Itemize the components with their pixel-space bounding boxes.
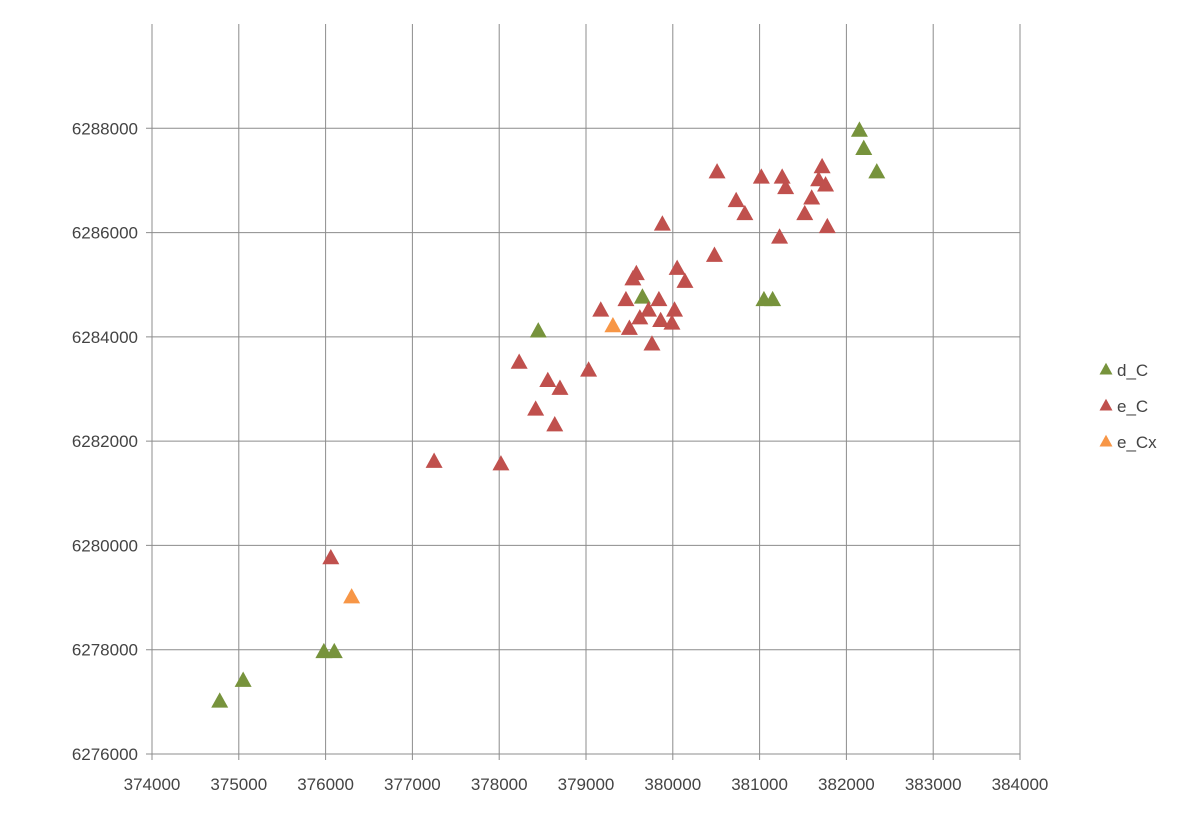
data-point	[855, 139, 873, 155]
data-point	[777, 178, 795, 195]
data-point	[325, 642, 343, 659]
x-tick-label: 378000	[471, 775, 528, 794]
data-point	[868, 163, 886, 179]
data-point	[663, 314, 681, 330]
legend-item: e_Cx	[1099, 433, 1157, 452]
data-point	[592, 301, 610, 317]
data-point	[617, 290, 635, 307]
data-point	[652, 311, 670, 328]
data-point	[752, 168, 770, 184]
y-tick-label: 6280000	[72, 536, 138, 555]
x-tick-label: 382000	[818, 775, 875, 794]
data-point	[604, 316, 622, 333]
data-point	[492, 455, 510, 471]
legend-item: e_C	[1099, 397, 1148, 416]
series-e-cx	[343, 316, 622, 604]
data-point	[705, 246, 723, 262]
data-point	[546, 416, 564, 432]
data-points	[211, 121, 886, 708]
data-point	[425, 452, 443, 468]
data-point	[633, 288, 651, 304]
y-tick-label: 6278000	[72, 641, 138, 660]
y-tick-label: 6282000	[72, 432, 138, 451]
legend-marker	[1099, 362, 1113, 375]
data-point	[551, 379, 569, 395]
data-point	[708, 163, 726, 179]
data-point	[796, 204, 814, 221]
data-point	[343, 588, 361, 604]
series-e-c	[322, 157, 836, 565]
y-tick-label: 6288000	[72, 119, 138, 138]
legend-marker	[1099, 398, 1113, 411]
data-point	[736, 204, 754, 221]
data-point	[727, 191, 745, 208]
data-point	[653, 215, 671, 231]
y-axis-tick-labels: 6276000 6278000 6280000 6282000 6284000 62860…	[72, 119, 138, 764]
data-point	[529, 322, 547, 338]
data-point	[817, 176, 835, 192]
data-point	[631, 309, 649, 325]
data-point	[818, 217, 836, 234]
y-tick-label: 6276000	[72, 745, 138, 764]
data-point	[771, 228, 789, 244]
data-point	[322, 548, 340, 565]
data-point	[764, 290, 782, 307]
x-tick-label: 384000	[992, 775, 1049, 794]
legend-label: e_C	[1117, 397, 1148, 416]
y-tick-label: 6286000	[72, 224, 138, 243]
data-point	[639, 301, 657, 317]
y-tick-label: 6284000	[72, 328, 138, 347]
data-point	[510, 353, 528, 369]
data-point	[234, 671, 252, 687]
data-point	[527, 400, 545, 416]
x-tick-label: 380000	[644, 775, 701, 794]
data-point	[668, 259, 686, 275]
data-point	[539, 371, 557, 387]
legend-item: d_C	[1099, 361, 1148, 380]
legend: d_C e_C e_Cx	[1099, 361, 1157, 452]
x-tick-label: 379000	[558, 775, 615, 794]
legend-marker	[1099, 434, 1113, 447]
x-tick-label: 375000	[210, 775, 267, 794]
data-point	[620, 319, 638, 335]
x-tick-label: 376000	[297, 775, 354, 794]
data-point	[580, 361, 598, 377]
data-point	[773, 168, 791, 184]
data-point	[666, 301, 684, 317]
data-point	[211, 692, 229, 708]
plot-area-border	[151, 24, 1020, 755]
data-point	[850, 121, 868, 137]
data-point	[676, 272, 694, 288]
x-axis-tick-labels: 374000 375000 376000 377000 378000 379000 3800…	[124, 775, 1049, 794]
legend-label: e_Cx	[1117, 433, 1157, 452]
x-tick-label: 383000	[905, 775, 962, 794]
data-point	[627, 264, 645, 281]
x-tick-label: 381000	[731, 775, 788, 794]
data-point	[643, 335, 661, 351]
x-tick-label: 374000	[124, 775, 181, 794]
series-d-c	[211, 121, 886, 708]
data-point	[803, 189, 821, 205]
data-point	[650, 290, 668, 307]
x-tick-label: 377000	[384, 775, 441, 794]
data-point	[813, 157, 831, 174]
legend-label: d_C	[1117, 361, 1148, 380]
